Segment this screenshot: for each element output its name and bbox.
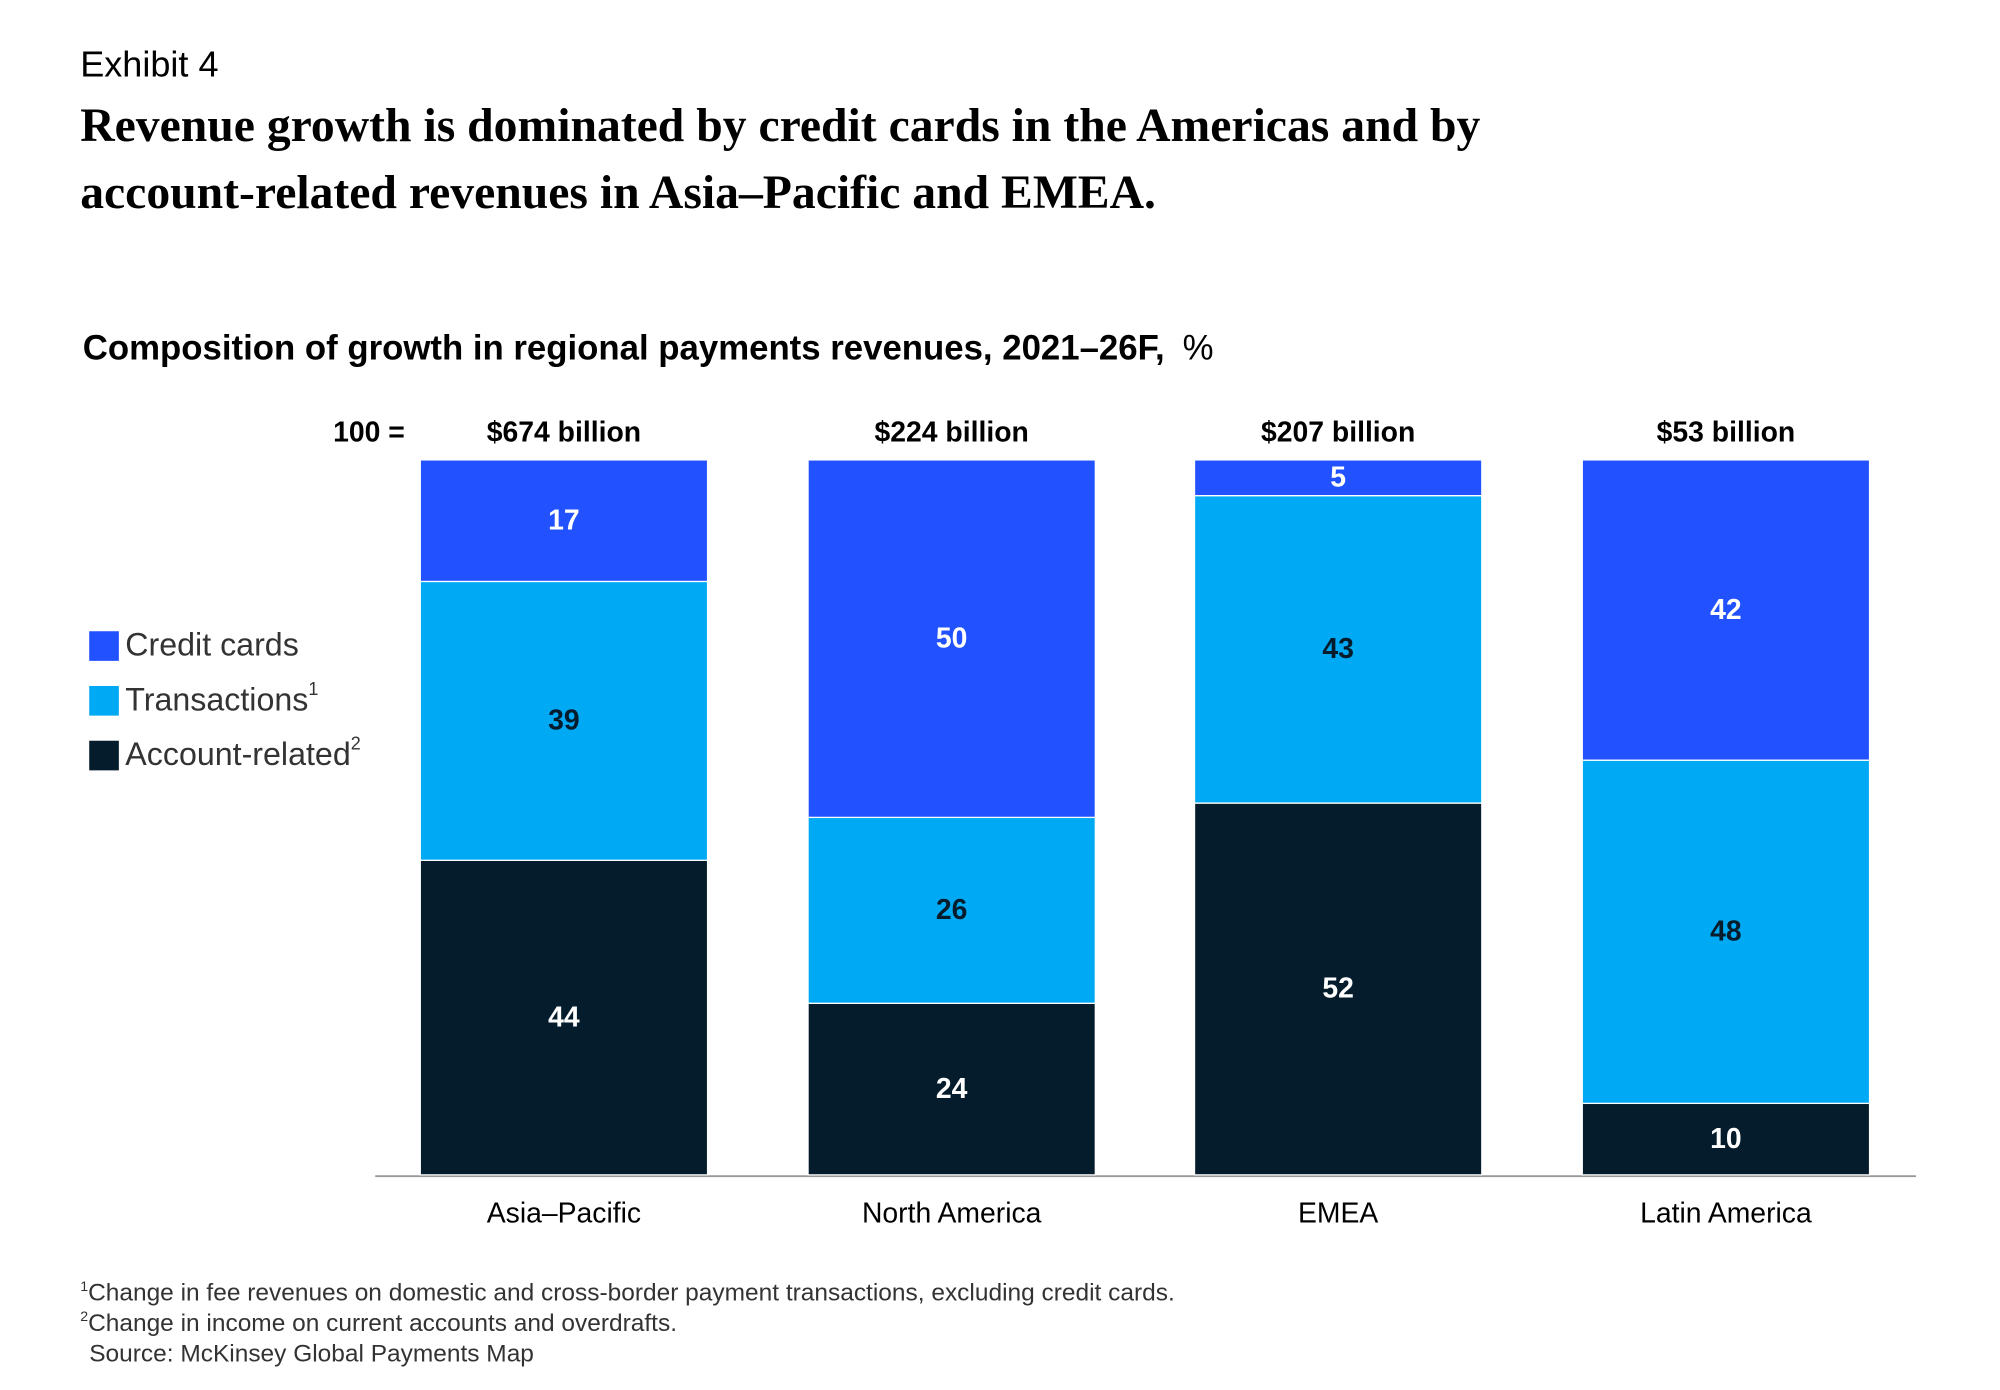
bar-segment xyxy=(419,459,709,583)
value-label: 50 xyxy=(936,622,968,654)
value-label: 17 xyxy=(548,504,580,536)
legend-name: Transactions xyxy=(125,681,308,717)
total-value: $224 billion xyxy=(875,417,1029,449)
exhibit-label: Exhibit 4 xyxy=(80,44,218,85)
x-tick-label: Asia–Pacific xyxy=(487,1197,641,1229)
x-tick-label: EMEA xyxy=(1298,1197,1378,1229)
total-value: $53 billion xyxy=(1657,417,1796,449)
bar-segment xyxy=(1193,802,1483,1176)
bar-segment xyxy=(807,816,1096,1004)
value-label: 24 xyxy=(936,1073,968,1105)
bar-segment xyxy=(1581,759,1871,1105)
footnote-text: Change in income on current accounts and… xyxy=(88,1310,677,1337)
footnote-text: Change in fee revenues on domestic and c… xyxy=(88,1280,1175,1307)
value-label: 39 xyxy=(548,705,580,737)
total-value: $207 billion xyxy=(1261,417,1415,449)
value-label: 48 xyxy=(1710,916,1742,948)
bar-segment xyxy=(807,1002,1096,1176)
value-label: 42 xyxy=(1710,594,1742,626)
bar-segment xyxy=(419,580,709,861)
x-tick-label: North America xyxy=(862,1197,1042,1229)
bar-segment xyxy=(1193,459,1483,497)
legend-note: 2 xyxy=(351,733,361,753)
value-label: 43 xyxy=(1322,633,1354,665)
total-value: $674 billion xyxy=(487,417,641,449)
value-label: 5 xyxy=(1330,462,1346,494)
total-label: 100 = xyxy=(333,417,405,449)
legend-name: Account-related xyxy=(125,736,350,772)
legend-swatch xyxy=(89,685,119,716)
x-tick-label: Latin America xyxy=(1640,1197,1812,1229)
subtitle-text: Composition of growth in regional paymen… xyxy=(83,330,1165,368)
subtitle-unit: % xyxy=(1183,330,1214,368)
value-label: 44 xyxy=(548,1001,580,1033)
legend-swatch xyxy=(89,740,119,771)
legend-entry: Credit cards xyxy=(125,626,299,662)
chart-title: account-related revenues in Asia–Pacific… xyxy=(80,167,1156,219)
chart-subtitle: Composition of growth in regional paymen… xyxy=(83,330,1214,368)
bar-segment xyxy=(1581,459,1871,761)
value-label: 10 xyxy=(1710,1123,1742,1155)
footnote: 2Change in income on current accounts an… xyxy=(80,1309,677,1337)
chart-title: Revenue growth is dominated by credit ca… xyxy=(80,100,1480,152)
value-label: 26 xyxy=(936,894,968,926)
legend-note: 1 xyxy=(308,679,318,699)
value-label: 52 xyxy=(1322,973,1354,1005)
legend-entry: Account-related2 xyxy=(125,733,360,771)
bar-segment xyxy=(1581,1102,1871,1176)
footnote-marker: 2 xyxy=(80,1309,88,1325)
footnote: 1Change in fee revenues on domestic and … xyxy=(80,1279,1175,1307)
bar-segment xyxy=(1193,495,1483,804)
bar-segment xyxy=(807,459,1096,819)
legend-swatch xyxy=(89,631,119,661)
footnote-marker: 1 xyxy=(80,1279,88,1295)
legend-name: Credit cards xyxy=(125,626,299,662)
legend-entry: Transactions1 xyxy=(125,679,318,717)
bar-segment xyxy=(419,859,709,1176)
source: Source: McKinsey Global Payments Map xyxy=(89,1341,534,1368)
